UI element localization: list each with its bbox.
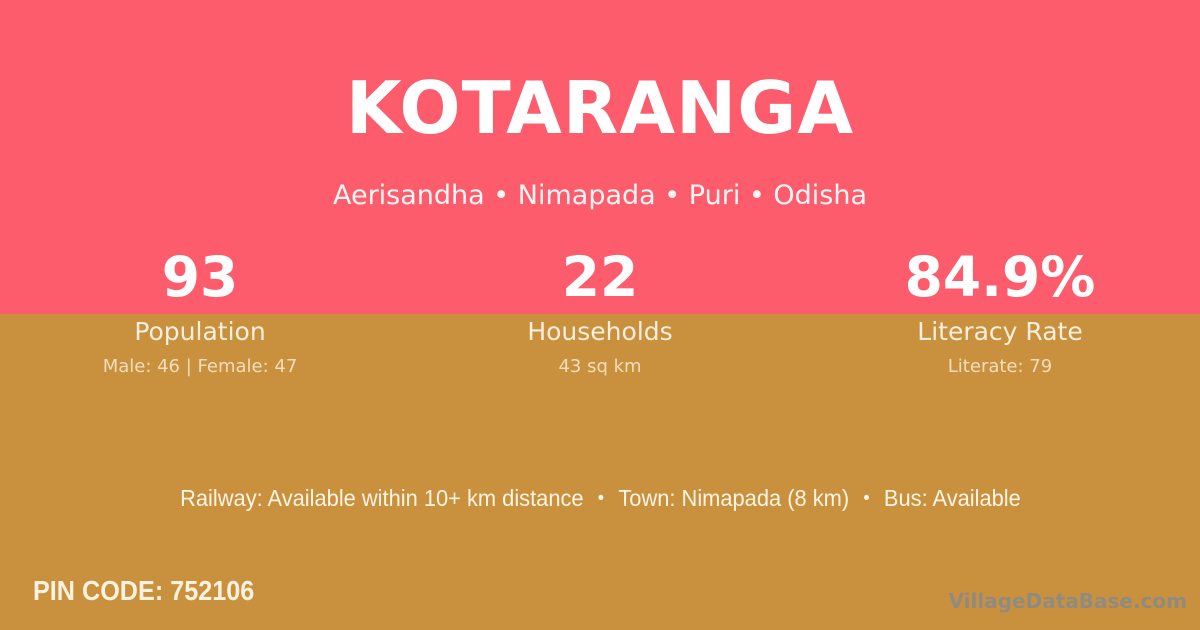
- village-location-breadcrumb: Aerisandha • Nimapada • Puri • Odisha: [332, 180, 868, 211]
- households-value: 22: [561, 245, 639, 309]
- village-title: KOTARANGA: [345, 66, 855, 150]
- header-band: [0, 0, 1200, 314]
- stat-population: 93 Population Male: 46 | Female: 47: [0, 250, 400, 376]
- households-detail: 43 sq km: [558, 356, 642, 377]
- amenities-text: Railway: Available within 10+ km distanc…: [180, 484, 1021, 513]
- pin-code: PIN CODE: 752106: [33, 575, 279, 607]
- population-value: 93: [161, 245, 239, 309]
- literacy-label: Literacy Rate: [917, 317, 1083, 346]
- population-detail: Male: 46 | Female: 47: [102, 356, 298, 377]
- bullet-separator: •: [862, 488, 870, 509]
- population-label: Population: [134, 317, 266, 346]
- pin-code-text: PIN CODE: 752106: [33, 575, 255, 606]
- amenities-line: Railway: Available within 10+ km distanc…: [0, 484, 1200, 513]
- town-info: Town: Nimapada (8 km): [617, 485, 849, 511]
- stats-row: 93 Population Male: 46 | Female: 47 22 H…: [0, 250, 1200, 376]
- stat-households: 22 Households 43 sq km: [400, 250, 800, 376]
- households-label: Households: [527, 317, 673, 346]
- literacy-value: 84.9%: [904, 245, 1096, 309]
- watermark-brand: VillageDataBase.com: [948, 589, 1187, 613]
- literacy-detail: Literate: 79: [947, 356, 1053, 377]
- stat-literacy: 84.9% Literacy Rate Literate: 79: [800, 250, 1200, 376]
- bus-info: Bus: Available: [883, 485, 1021, 511]
- bullet-separator: •: [597, 488, 604, 509]
- railway-info: Railway: Available within 10+ km distanc…: [179, 485, 584, 511]
